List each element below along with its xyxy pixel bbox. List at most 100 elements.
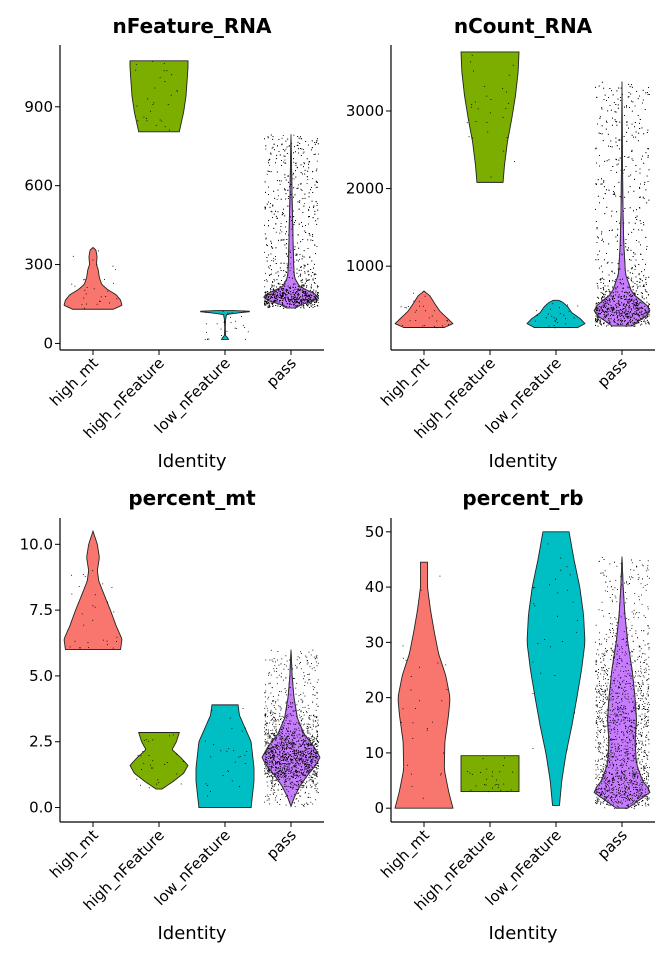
point bbox=[314, 753, 316, 755]
point bbox=[276, 299, 278, 301]
point bbox=[287, 255, 288, 257]
point bbox=[646, 317, 648, 318]
point bbox=[283, 288, 284, 289]
point bbox=[631, 110, 633, 112]
point bbox=[315, 153, 316, 155]
point bbox=[297, 299, 299, 300]
point bbox=[316, 181, 318, 183]
point bbox=[286, 263, 288, 265]
point bbox=[270, 253, 272, 255]
point bbox=[137, 754, 139, 756]
point bbox=[306, 730, 308, 732]
point bbox=[629, 186, 631, 188]
point bbox=[264, 753, 266, 755]
point bbox=[278, 732, 280, 734]
point bbox=[300, 172, 302, 174]
point bbox=[605, 316, 606, 318]
point bbox=[287, 303, 289, 305]
point bbox=[634, 325, 636, 327]
point bbox=[316, 298, 318, 300]
point bbox=[563, 314, 565, 316]
point bbox=[265, 713, 267, 715]
point bbox=[288, 277, 290, 278]
point bbox=[314, 764, 315, 766]
point bbox=[617, 163, 619, 165]
point bbox=[271, 211, 273, 213]
point bbox=[275, 762, 277, 764]
point bbox=[597, 307, 599, 309]
point bbox=[264, 731, 265, 733]
point bbox=[241, 316, 242, 317]
point bbox=[645, 92, 647, 94]
point bbox=[595, 315, 597, 317]
point bbox=[303, 284, 305, 286]
point bbox=[302, 291, 304, 293]
point bbox=[295, 286, 296, 288]
point bbox=[288, 300, 290, 302]
point bbox=[302, 742, 304, 744]
point bbox=[272, 306, 274, 307]
point bbox=[638, 316, 640, 318]
point bbox=[293, 752, 295, 754]
point bbox=[267, 760, 269, 762]
point bbox=[300, 183, 302, 185]
point bbox=[309, 755, 311, 757]
point bbox=[293, 283, 294, 285]
point bbox=[84, 278, 86, 280]
point bbox=[506, 91, 507, 93]
point bbox=[293, 303, 295, 305]
point bbox=[280, 229, 281, 231]
point bbox=[627, 311, 629, 313]
point bbox=[312, 757, 314, 759]
point bbox=[635, 318, 637, 320]
point bbox=[631, 123, 633, 125]
point bbox=[637, 305, 638, 307]
point bbox=[596, 321, 598, 323]
point bbox=[630, 308, 632, 310]
point bbox=[317, 725, 319, 727]
point bbox=[638, 264, 640, 265]
point bbox=[643, 319, 645, 321]
point bbox=[626, 305, 628, 307]
point bbox=[284, 765, 286, 767]
point bbox=[627, 302, 628, 304]
point bbox=[279, 766, 281, 768]
point bbox=[302, 285, 304, 287]
point bbox=[606, 299, 607, 300]
point bbox=[604, 310, 606, 312]
point bbox=[310, 294, 312, 296]
point bbox=[636, 307, 638, 309]
point bbox=[297, 144, 299, 146]
violin-high_mt bbox=[394, 290, 454, 328]
point bbox=[638, 322, 640, 324]
point bbox=[268, 225, 269, 227]
point bbox=[306, 286, 307, 288]
point bbox=[314, 263, 315, 265]
point bbox=[267, 774, 269, 776]
point bbox=[308, 279, 310, 281]
point bbox=[644, 181, 646, 183]
point bbox=[302, 289, 304, 291]
point bbox=[296, 785, 298, 787]
point bbox=[83, 624, 85, 626]
point bbox=[268, 696, 269, 698]
point bbox=[617, 296, 619, 298]
point bbox=[309, 717, 311, 719]
point bbox=[275, 272, 277, 274]
point bbox=[299, 285, 301, 287]
point bbox=[275, 766, 277, 768]
point bbox=[303, 729, 305, 731]
point bbox=[634, 294, 636, 296]
point bbox=[307, 767, 309, 769]
point bbox=[308, 161, 310, 163]
point bbox=[296, 300, 298, 302]
point bbox=[271, 286, 273, 288]
point bbox=[148, 755, 150, 756]
point bbox=[271, 757, 273, 759]
point bbox=[314, 304, 315, 305]
point bbox=[637, 98, 639, 100]
point bbox=[309, 784, 311, 786]
point bbox=[621, 254, 623, 256]
point bbox=[616, 307, 617, 309]
point bbox=[234, 327, 236, 329]
